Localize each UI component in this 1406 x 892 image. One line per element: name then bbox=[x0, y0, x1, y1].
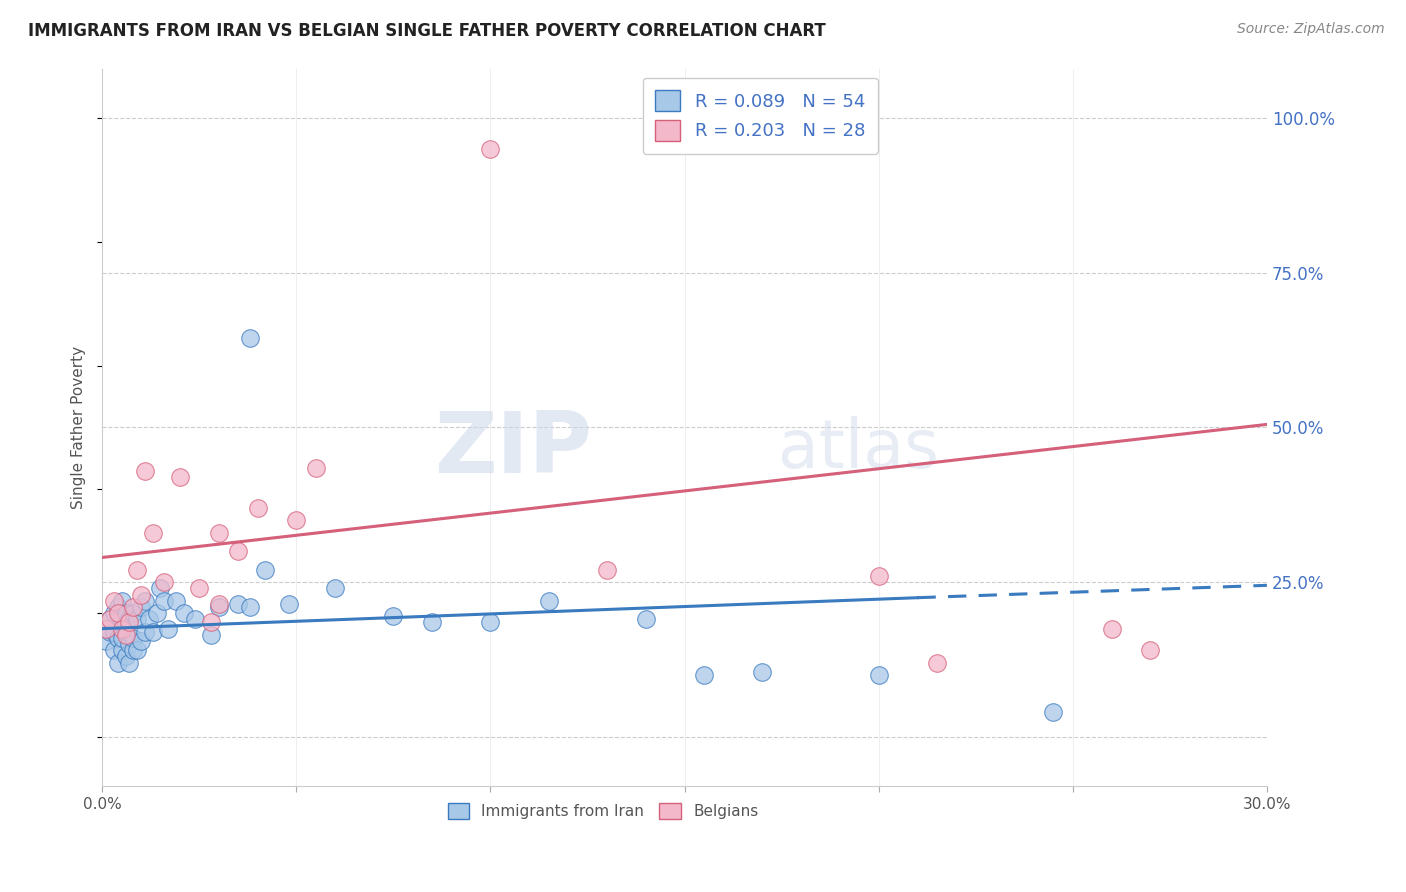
Point bbox=[169, 470, 191, 484]
Point bbox=[208, 599, 231, 614]
Point bbox=[208, 525, 231, 540]
Point bbox=[107, 656, 129, 670]
Point bbox=[98, 612, 121, 626]
Point bbox=[118, 637, 141, 651]
Point bbox=[149, 582, 172, 596]
Point bbox=[107, 606, 129, 620]
Point bbox=[138, 612, 160, 626]
Point bbox=[226, 544, 249, 558]
Point bbox=[479, 142, 502, 156]
Point bbox=[285, 513, 308, 527]
Point bbox=[122, 599, 145, 614]
Point bbox=[122, 606, 145, 620]
Text: ZIP: ZIP bbox=[433, 408, 592, 491]
Point bbox=[239, 331, 262, 345]
Point bbox=[1139, 643, 1161, 657]
Point bbox=[200, 628, 222, 642]
Point bbox=[127, 612, 149, 626]
Point bbox=[246, 500, 269, 515]
Point bbox=[153, 594, 176, 608]
Point bbox=[127, 643, 149, 657]
Point bbox=[122, 643, 145, 657]
Point bbox=[537, 594, 560, 608]
Point bbox=[103, 606, 125, 620]
Point bbox=[107, 599, 129, 614]
Point bbox=[1042, 705, 1064, 719]
Point bbox=[382, 609, 405, 624]
Point bbox=[153, 575, 176, 590]
Point bbox=[208, 597, 231, 611]
Text: IMMIGRANTS FROM IRAN VS BELGIAN SINGLE FATHER POVERTY CORRELATION CHART: IMMIGRANTS FROM IRAN VS BELGIAN SINGLE F… bbox=[28, 22, 825, 40]
Point bbox=[111, 612, 134, 626]
Point bbox=[142, 624, 165, 639]
Text: Source: ZipAtlas.com: Source: ZipAtlas.com bbox=[1237, 22, 1385, 37]
Point bbox=[129, 599, 152, 614]
Point bbox=[111, 631, 134, 645]
Point bbox=[127, 563, 149, 577]
Point bbox=[134, 624, 156, 639]
Point bbox=[184, 612, 207, 626]
Point bbox=[111, 622, 134, 636]
Point bbox=[114, 624, 136, 639]
Point bbox=[103, 594, 125, 608]
Point bbox=[98, 624, 121, 639]
Point bbox=[118, 656, 141, 670]
Legend: Immigrants from Iran, Belgians: Immigrants from Iran, Belgians bbox=[441, 797, 765, 825]
Point bbox=[868, 569, 890, 583]
Point bbox=[111, 643, 134, 657]
Y-axis label: Single Father Poverty: Single Father Poverty bbox=[72, 346, 86, 509]
Point bbox=[1101, 622, 1123, 636]
Point bbox=[693, 668, 716, 682]
Point bbox=[254, 563, 277, 577]
Point bbox=[129, 588, 152, 602]
Point bbox=[305, 460, 328, 475]
Point bbox=[925, 656, 948, 670]
Point bbox=[239, 599, 262, 614]
Point bbox=[103, 643, 125, 657]
Point bbox=[751, 665, 773, 679]
Point bbox=[98, 612, 121, 626]
Point bbox=[634, 612, 657, 626]
Point bbox=[114, 628, 136, 642]
Point bbox=[118, 612, 141, 626]
Point bbox=[103, 624, 125, 639]
Point bbox=[122, 631, 145, 645]
Point bbox=[111, 594, 134, 608]
Point bbox=[107, 631, 129, 645]
Point bbox=[94, 634, 117, 648]
Point bbox=[165, 594, 187, 608]
Point bbox=[420, 615, 443, 630]
Text: atlas: atlas bbox=[778, 416, 939, 482]
Point bbox=[157, 622, 180, 636]
Point bbox=[145, 606, 167, 620]
Point bbox=[479, 615, 502, 630]
Point bbox=[134, 464, 156, 478]
Point bbox=[114, 649, 136, 664]
Point bbox=[142, 525, 165, 540]
Point bbox=[226, 597, 249, 611]
Point bbox=[188, 582, 211, 596]
Point bbox=[114, 606, 136, 620]
Point bbox=[200, 615, 222, 630]
Point bbox=[868, 668, 890, 682]
Point bbox=[277, 597, 299, 611]
Point bbox=[173, 606, 195, 620]
Point bbox=[596, 563, 619, 577]
Point bbox=[129, 634, 152, 648]
Point bbox=[323, 582, 346, 596]
Point bbox=[118, 615, 141, 630]
Point bbox=[134, 594, 156, 608]
Point bbox=[94, 622, 117, 636]
